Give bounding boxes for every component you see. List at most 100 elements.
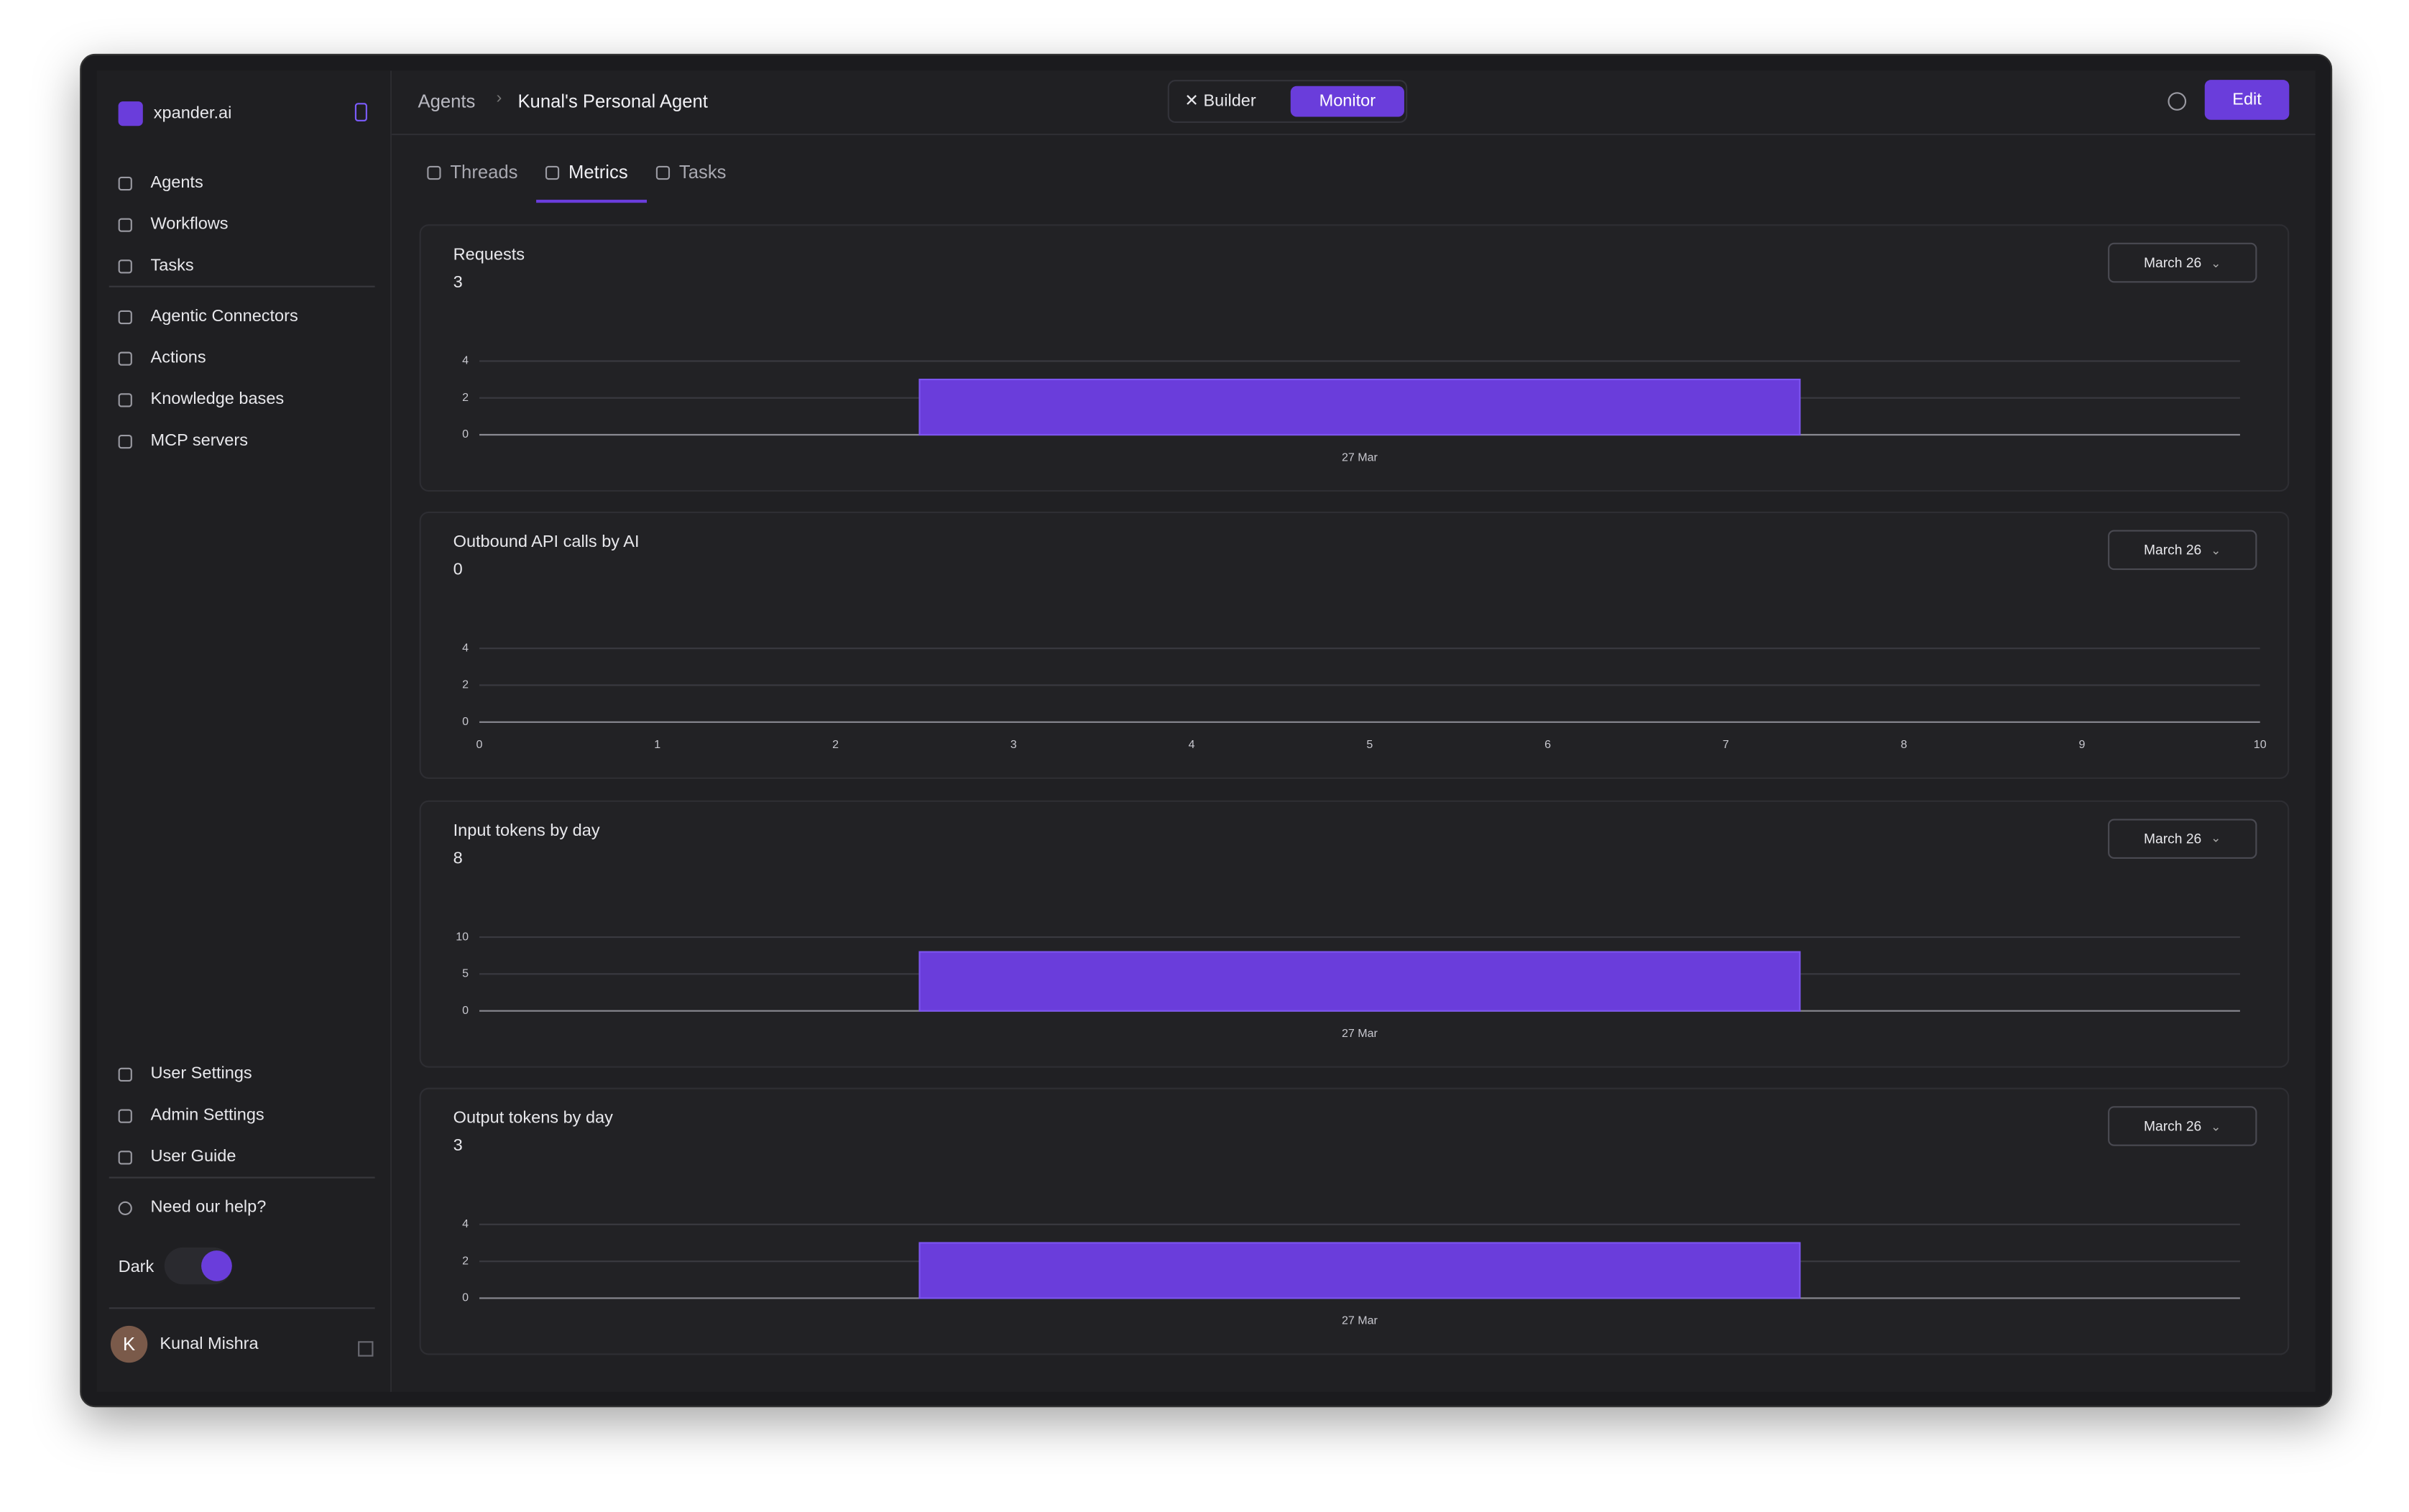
nav-item[interactable]: Tasks	[118, 250, 194, 281]
y-tick-label: 4	[462, 1217, 469, 1230]
bar	[918, 378, 1801, 436]
label: March 26	[2144, 831, 2202, 847]
sidebar: xpander.ai Agents Workflows Tasks Agentic C…	[96, 70, 392, 1392]
chevron: ⌄	[2211, 831, 2221, 846]
x-tick-label: 5	[1366, 739, 1373, 752]
pin-button[interactable]	[354, 103, 367, 121]
tab[interactable]: Tasks	[655, 161, 727, 183]
chart-panel: Requests 3 March 26 ⌄ 0 2 4 27 Mar	[419, 224, 2290, 492]
label: Knowledge bases	[150, 390, 285, 409]
nav-item[interactable]: User Guide	[118, 1141, 236, 1172]
chart-total: 8	[453, 849, 463, 868]
history-button[interactable]	[2168, 92, 2187, 111]
avatar: K	[110, 1325, 148, 1363]
label: Workflows	[150, 215, 229, 234]
theme-label: Dark	[118, 1258, 155, 1277]
icon	[118, 433, 132, 448]
nav-item[interactable]: Knowledge bases	[118, 384, 285, 415]
y-tick-label: 0	[462, 428, 469, 441]
icon	[118, 1066, 132, 1081]
label: Monitor	[1319, 92, 1376, 111]
label: Builder	[1203, 92, 1256, 111]
y-tick-label: 2	[462, 391, 469, 404]
bar	[918, 951, 1801, 1012]
builder-tab[interactable]: ✕ Builder	[1184, 92, 1256, 111]
label: Need our help?	[150, 1198, 267, 1217]
label: User Settings	[150, 1064, 252, 1084]
y-tick-label: 4	[462, 354, 469, 367]
theme-dark[interactable]	[201, 1250, 232, 1281]
nav-item[interactable]: Workflows	[118, 209, 229, 240]
x-tick-label: 27 Mar	[1342, 1027, 1378, 1040]
chart-title: Output tokens by day	[453, 1109, 613, 1128]
breadcrumb-link[interactable]: Agents	[418, 91, 476, 113]
date-button[interactable]: March 26 ⌄	[2108, 242, 2257, 283]
chart-panel: Input tokens by day 8 March 26 ⌄ 0 5 10 27 Mar	[419, 800, 2290, 1068]
x-tick-label: 0	[476, 739, 483, 752]
icon	[655, 165, 671, 180]
icon	[118, 217, 132, 231]
x-tick-label: 4	[1189, 739, 1195, 752]
theme-toggle[interactable]	[164, 1247, 232, 1285]
label: March 26	[2144, 543, 2202, 558]
user-name[interactable]: Kunal Mishra	[160, 1334, 259, 1354]
x-tick-label: 10	[2254, 739, 2267, 752]
y-tick-label: 0	[462, 716, 469, 729]
tab[interactable]: Metrics	[545, 161, 628, 183]
separator	[109, 1176, 375, 1179]
y-tick-label: 5	[462, 967, 469, 979]
label: Edit	[2232, 91, 2262, 109]
icon	[545, 165, 560, 180]
icon	[118, 1108, 132, 1123]
chevron: ⌄	[2211, 255, 2221, 270]
date-button[interactable]: March 26 ⌄	[2108, 1106, 2257, 1147]
label: March 26	[2144, 1118, 2202, 1135]
help-link[interactable]: Need our help?	[118, 1192, 267, 1223]
icon	[427, 165, 441, 180]
label: Threads	[450, 161, 518, 183]
nav-item[interactable]: MCP servers	[118, 425, 248, 456]
main: Agents › Kunal's Personal Agent ✕ Builde…	[392, 70, 2316, 1392]
nav-item[interactable]: Agents	[118, 167, 203, 198]
icon	[118, 351, 132, 365]
monitor-tab[interactable]: Monitor	[1290, 86, 1404, 117]
x-tick-label: 8	[1901, 739, 1907, 752]
x-tick-label: 3	[1010, 739, 1017, 752]
icon	[118, 1200, 132, 1214]
label: Actions	[150, 349, 206, 367]
chart: 0 2 4 27 Mar	[462, 1217, 2240, 1327]
label: Admin Settings	[150, 1106, 264, 1125]
label: Tasks	[678, 161, 727, 183]
icon	[118, 392, 132, 407]
label: Tasks	[150, 257, 194, 275]
chevron: ⌄	[2211, 1119, 2221, 1134]
chart: 0 5 10 27 Mar	[456, 930, 2240, 1040]
edit-button[interactable]: Edit	[2204, 80, 2290, 120]
chart-title: Requests	[453, 246, 525, 264]
chart-total: 3	[453, 1137, 463, 1156]
nav-item[interactable]: Actions	[118, 343, 206, 374]
chart-panel: Output tokens by day 3 March 26 ⌄ 0 2 4 27 Mar	[419, 1087, 2290, 1355]
date-button[interactable]: March 26 ⌄	[2108, 819, 2257, 859]
y-tick-label: 0	[462, 1003, 469, 1016]
label: User Guide	[150, 1147, 236, 1166]
chart: 0 2 4 0 1 2 3 4 5 6 7 8 9 10	[462, 642, 2267, 752]
tab[interactable]: Threads	[427, 161, 518, 183]
label: Agents	[150, 173, 203, 193]
nav-item[interactable]: Agentic Connectors	[118, 301, 298, 332]
x-tick-label: 9	[2078, 739, 2085, 752]
logout-button[interactable]	[358, 1341, 374, 1357]
brand-logo	[118, 101, 143, 126]
nav-item[interactable]: Admin Settings	[118, 1100, 264, 1131]
nav-item[interactable]: User Settings	[118, 1059, 252, 1089]
tab-underline	[536, 199, 648, 203]
chart: 0 2 4 27 Mar	[462, 354, 2240, 464]
chevron: ⌄	[2211, 543, 2221, 558]
date-button[interactable]: March 26 ⌄	[2108, 530, 2257, 571]
icon	[118, 309, 132, 324]
y-tick-label: 2	[462, 1255, 469, 1268]
icon	[118, 259, 132, 273]
bar	[918, 1242, 1801, 1299]
